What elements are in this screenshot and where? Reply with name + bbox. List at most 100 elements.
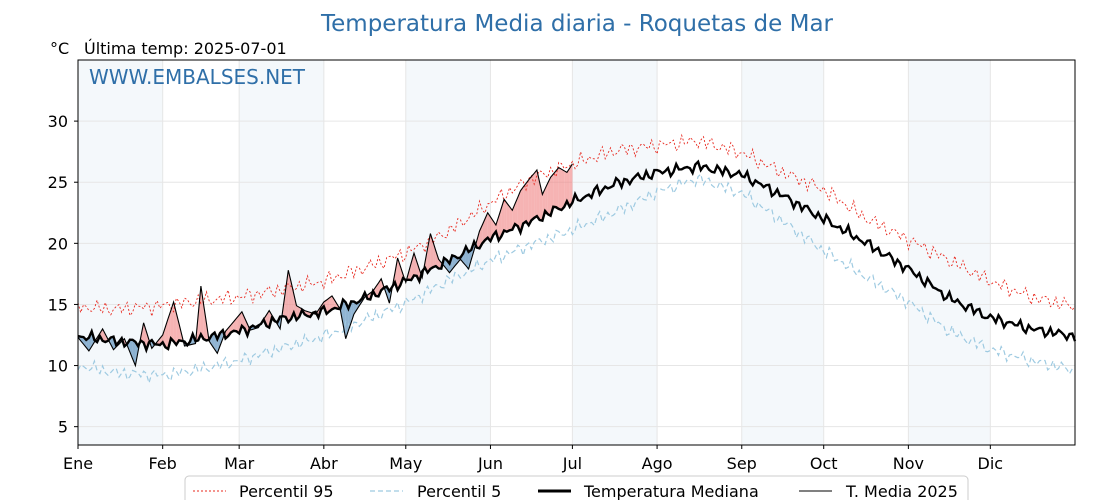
- fill-above-median: [198, 286, 201, 341]
- legend: Percentil 95 Percentil 5 Temperatura Med…: [184, 475, 969, 500]
- fill-above-median: [553, 170, 557, 208]
- fill-above-median: [501, 199, 505, 237]
- fill-above-median: [236, 315, 240, 334]
- x-tick-label-oct: Oct: [810, 454, 838, 473]
- fill-above-median: [397, 258, 401, 291]
- fill-below-median: [353, 301, 357, 315]
- fill-above-median: [566, 168, 570, 207]
- x-tick-label-ago: Ago: [642, 454, 673, 473]
- chart-title: Temperatura Media diaria - Roquetas de M…: [320, 11, 834, 37]
- fill-above-median: [525, 179, 529, 226]
- fill-above-median: [509, 206, 513, 231]
- fill-above-median: [241, 311, 245, 329]
- fill-below-median: [211, 332, 215, 350]
- fill-above-median: [332, 295, 335, 310]
- y-tick-label: 5: [58, 418, 68, 437]
- fill-above-median: [545, 183, 548, 215]
- month-band-mar: [239, 60, 324, 445]
- fill-above-median: [528, 176, 532, 226]
- fill-below-median: [468, 249, 472, 269]
- x-tick-label-jul: Jul: [562, 454, 582, 473]
- fill-above-median: [285, 270, 289, 323]
- fill-above-median: [170, 302, 174, 342]
- month-band-may: [405, 60, 491, 445]
- fill-below-median: [110, 336, 114, 350]
- fill-above-median: [547, 177, 551, 216]
- fill-above-median: [523, 183, 526, 224]
- fill-above-median: [203, 304, 207, 341]
- fill-above-median: [484, 212, 488, 241]
- plot-frame: [77, 59, 1076, 446]
- legend-label-p95: Percentil 95: [239, 482, 334, 500]
- fill-above-median: [102, 328, 106, 343]
- month-band-sep: [741, 60, 824, 445]
- unit-label: °C: [50, 39, 69, 58]
- last-temp-label: Última temp: 2025-07-01: [84, 39, 287, 58]
- fill-below-median: [345, 302, 349, 339]
- fill-above-median: [326, 297, 330, 314]
- grid-lines: [77, 60, 1075, 445]
- fill-above-median: [515, 197, 518, 227]
- legend-label-p5: Percentil 5: [417, 482, 501, 500]
- month-band-nov: [908, 60, 991, 445]
- y-tick-label: 25: [48, 173, 68, 192]
- fill-above-median: [411, 253, 414, 281]
- fill-above-median: [329, 295, 333, 312]
- fill-above-median: [288, 270, 292, 323]
- x-tick-label-jun: Jun: [477, 454, 503, 473]
- y-tick-label: 10: [48, 357, 68, 376]
- fill-above-median: [487, 212, 491, 242]
- fill-above-median: [517, 190, 521, 233]
- fill-above-median: [173, 302, 177, 345]
- legend-box: [184, 475, 969, 500]
- x-ticks: Ene Feb Mar Abr May Jun Jul Ago Sep Oct Nov Dic: [63, 445, 1003, 473]
- fill-above-median: [413, 253, 417, 276]
- fill-above-median: [550, 174, 554, 216]
- fill-above-median: [564, 170, 567, 207]
- month-band-ene: [78, 60, 163, 445]
- x-tick-label-ene: Ene: [63, 454, 93, 473]
- month-band-jul: [572, 60, 658, 445]
- fill-above-median: [427, 233, 431, 273]
- y-ticks: 5 10 15 20 25 30: [48, 112, 78, 437]
- series-line-p95: [77, 133, 1076, 317]
- fill-below-median: [342, 299, 346, 339]
- fill-above-median: [482, 218, 485, 244]
- fill-above-median: [536, 170, 540, 221]
- fill-above-median: [534, 170, 537, 218]
- fill-below-median: [129, 339, 133, 359]
- fill-below-median: [351, 301, 354, 323]
- fill-above-median: [438, 259, 442, 269]
- y-tick-label: 20: [48, 234, 68, 253]
- fill-above-median: [266, 310, 270, 328]
- legend-label-current: T. Media 2025: [845, 482, 958, 500]
- fill-above-median: [435, 250, 439, 269]
- month-bands: [78, 60, 991, 445]
- x-tick-label-feb: Feb: [149, 454, 177, 473]
- x-tick-label-dic: Dic: [978, 454, 1004, 473]
- series-lines: [77, 133, 1077, 386]
- fill-above-median: [556, 167, 559, 209]
- series-line-median: [77, 159, 1077, 354]
- fill-above-median: [506, 203, 510, 232]
- x-tick-label-mar: Mar: [224, 454, 255, 473]
- fill-above-median: [433, 242, 436, 268]
- fill-above-median: [121, 338, 125, 347]
- fill-above-median: [531, 173, 535, 221]
- y-tick-label: 30: [48, 112, 68, 131]
- fill-above-median: [200, 286, 204, 340]
- fill-above-median: [504, 199, 507, 232]
- fills: [78, 163, 573, 366]
- series-line-p5: [77, 173, 1076, 386]
- x-tick-label-nov: Nov: [893, 454, 924, 473]
- fill-above-median: [561, 169, 565, 211]
- fill-below-median: [80, 336, 84, 345]
- watermark: WWW.EMBALSES.NET: [89, 65, 306, 89]
- fill-above-median: [176, 313, 180, 345]
- y-tick-label: 15: [48, 295, 68, 314]
- fill-above-median: [569, 163, 573, 207]
- x-tick-label-sep: Sep: [727, 454, 757, 473]
- series-line-current: [77, 163, 573, 368]
- fill-above-median: [558, 167, 562, 211]
